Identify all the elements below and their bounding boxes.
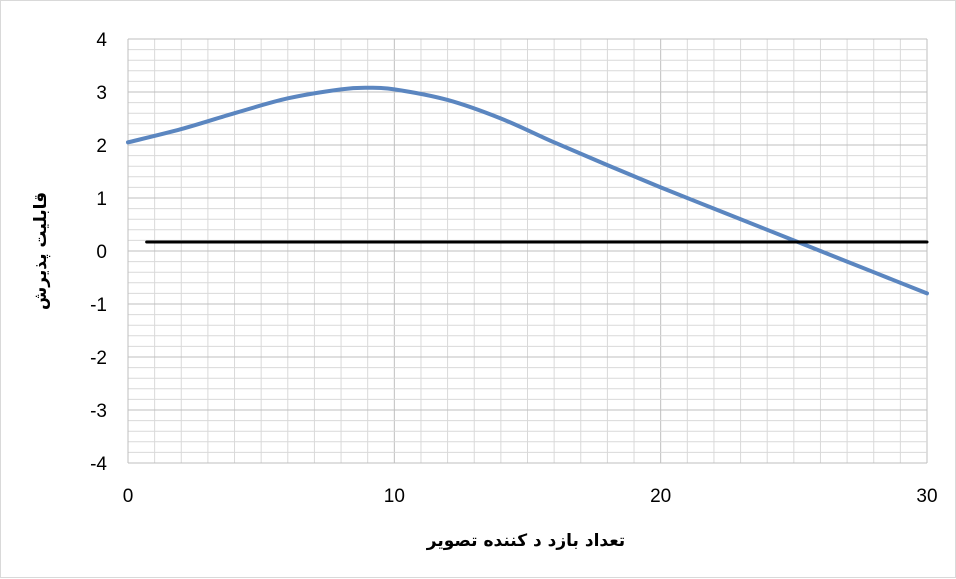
series-line-1 — [126, 85, 929, 296]
y-tick-label: -1 — [90, 295, 107, 316]
y-tick-label: 1 — [96, 189, 107, 210]
series-group — [126, 85, 929, 296]
y-tick-label: 3 — [96, 83, 107, 104]
x-tick-label: 0 — [123, 486, 134, 507]
x-tick-label: 10 — [384, 486, 405, 507]
y-axis-title: قابلیت پذیرش — [31, 192, 51, 310]
y-tick-label: 0 — [96, 242, 107, 263]
y-tick-label: -2 — [90, 348, 107, 369]
y-tick-label: 2 — [96, 136, 107, 157]
y-tick-label: -4 — [90, 454, 107, 475]
grid — [127, 38, 928, 464]
axes — [127, 39, 927, 464]
x-tick-label: 20 — [650, 486, 671, 507]
y-tick-label: -3 — [90, 401, 107, 422]
y-tick-label: 4 — [96, 30, 107, 51]
x-tick-label: 30 — [916, 486, 937, 507]
x-axis-title: تعداد بازد د کننده تصویر — [426, 531, 625, 551]
